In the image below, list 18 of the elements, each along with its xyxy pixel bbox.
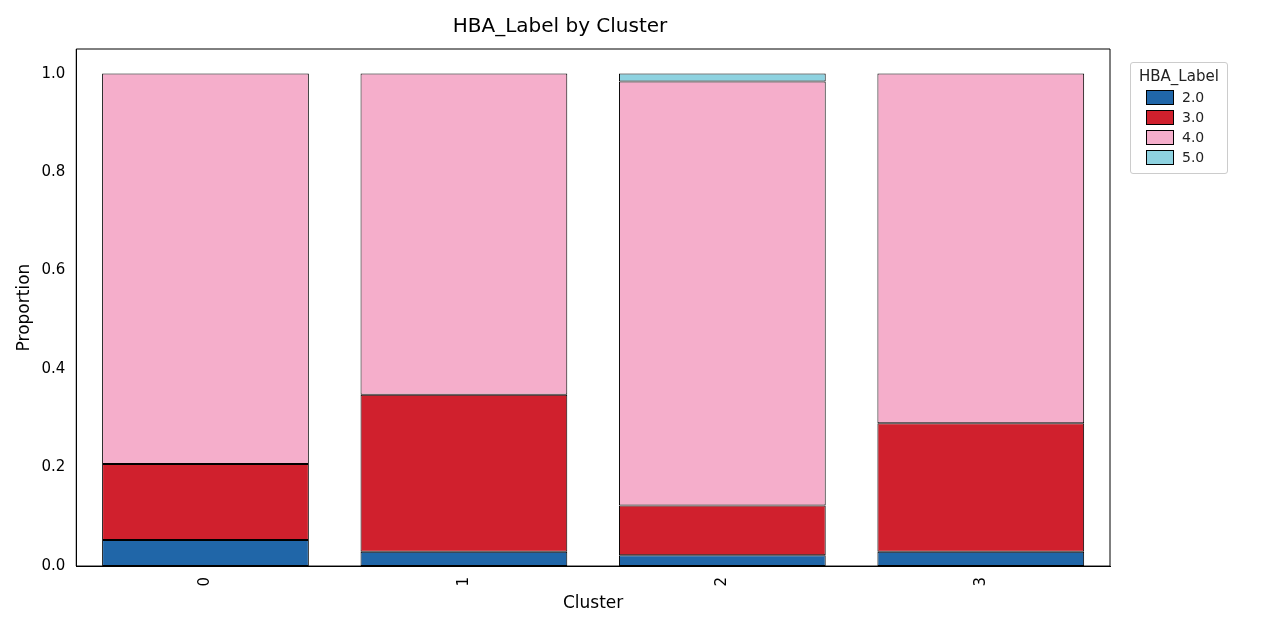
x-tick-label: 2 xyxy=(712,577,731,587)
x-tick-label: 3 xyxy=(970,577,989,587)
y-axis-title: Proportion xyxy=(12,263,33,352)
legend-label: 5.0 xyxy=(1182,149,1205,165)
y-tick-label: 0.8 xyxy=(41,162,66,180)
legend-title: HBA_Label xyxy=(1139,67,1219,85)
legend-label: 4.0 xyxy=(1182,129,1205,145)
chart-title: HBA_Label by Cluster xyxy=(452,13,669,38)
y-tick-label: 1.0 xyxy=(41,63,66,82)
y-tick-label: 0.6 xyxy=(41,260,66,279)
x-tick-label: 1 xyxy=(453,577,472,587)
x-axis-title: Cluster xyxy=(562,592,624,613)
legend-label: 3.0 xyxy=(1182,109,1205,125)
x-tick-label: 0 xyxy=(195,577,214,587)
legend-label: 2.0 xyxy=(1182,89,1205,105)
y-tick-label: 0.0 xyxy=(41,555,66,574)
y-tick-label: 0.2 xyxy=(41,457,66,476)
y-tick-label: 0.4 xyxy=(41,358,66,377)
